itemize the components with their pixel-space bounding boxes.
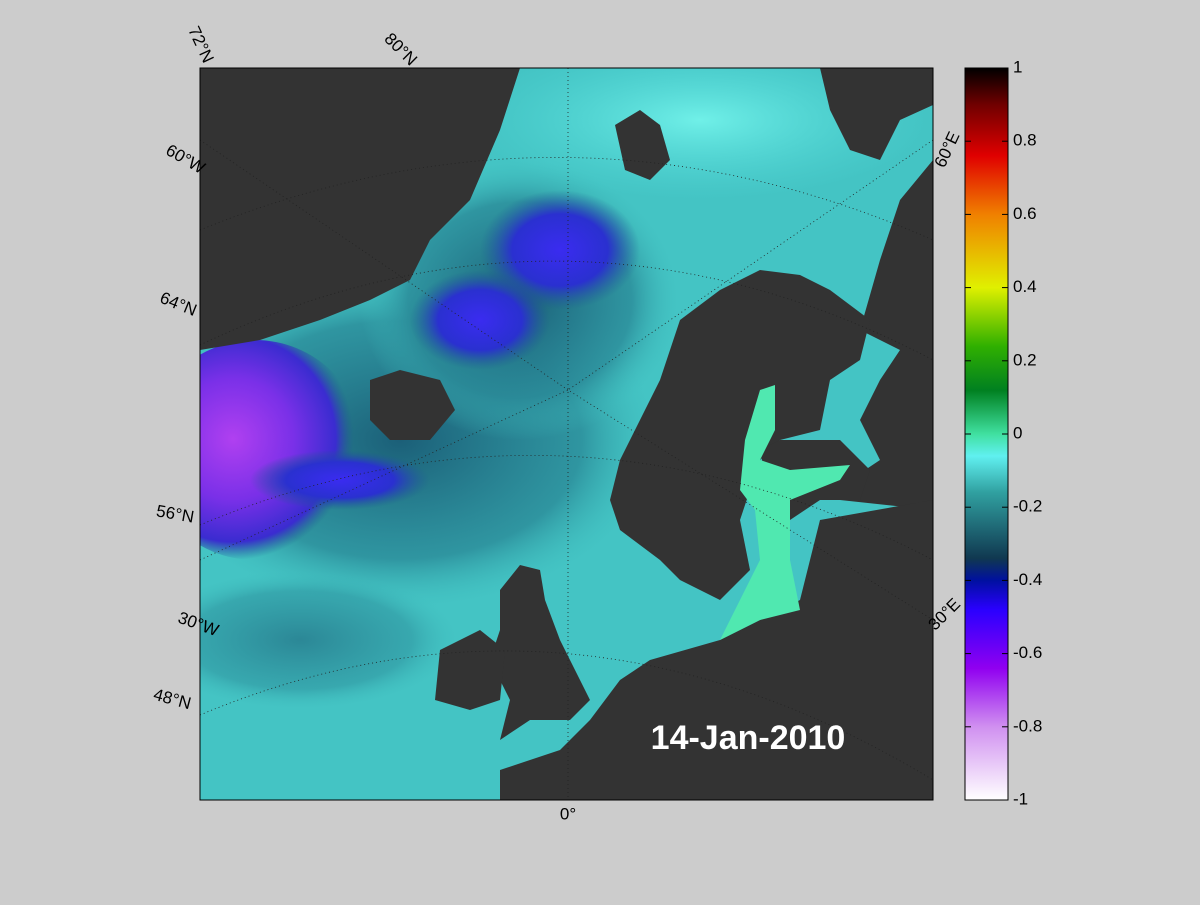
colorbar-tick-label: 0 xyxy=(1013,423,1022,442)
anomaly-blob xyxy=(410,270,550,370)
ocean-shade xyxy=(470,68,930,200)
colorbar xyxy=(964,67,1009,801)
colorbar-tick-label: -1 xyxy=(1013,789,1028,808)
graticule xyxy=(200,68,933,800)
graticule-label: 72°N xyxy=(184,23,217,65)
graticule-label: 64°N xyxy=(157,288,199,320)
colorbar-tick-label: -0.8 xyxy=(1013,716,1042,735)
anomaly-blob xyxy=(250,450,430,510)
colorbar-tick-label: 0.8 xyxy=(1013,131,1037,150)
date-label: 14-Jan-2010 xyxy=(651,719,846,757)
colorbar-tick-label: 0.4 xyxy=(1013,277,1037,296)
graticule-label: 48°N xyxy=(151,685,193,713)
colorbar-tick-label: -0.6 xyxy=(1013,643,1042,662)
ocean-shade xyxy=(200,570,460,710)
graticule-label: 0° xyxy=(560,804,576,823)
colorbar-tick-label: 1 xyxy=(1013,57,1022,76)
graticule-label: 56°N xyxy=(155,501,196,526)
map-area xyxy=(200,68,933,800)
land xyxy=(200,68,933,800)
map-frame xyxy=(199,67,934,801)
colorbar-tick-label: 0.6 xyxy=(1013,204,1037,223)
colorbar-tick-label: -0.2 xyxy=(1013,497,1042,516)
colorbar-tick-label: -0.4 xyxy=(1013,570,1042,589)
graticule-label: 80°N xyxy=(381,29,421,69)
baltic xyxy=(720,385,850,640)
colorbar-tick-label: 0.2 xyxy=(1013,350,1037,369)
anomaly-blob xyxy=(200,340,365,560)
graticule-label: 60°E xyxy=(931,129,964,171)
